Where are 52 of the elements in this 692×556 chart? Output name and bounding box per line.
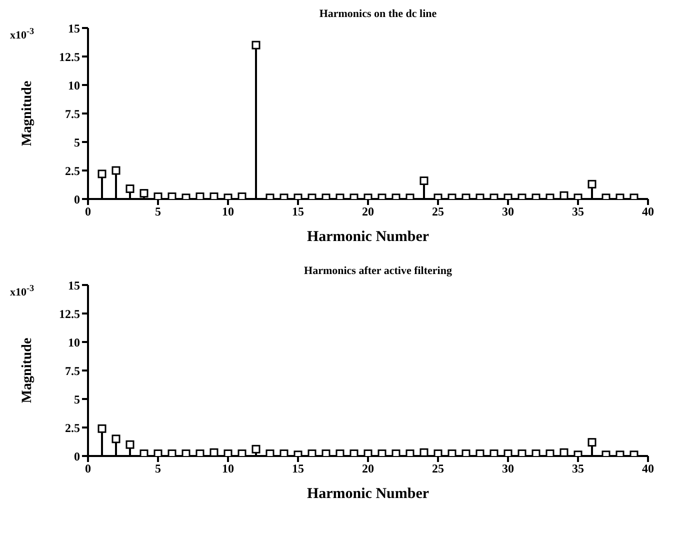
text: x10$^{-3}$: [10, 283, 34, 299]
x-tick-label: 30: [502, 462, 514, 476]
y-tick-label: 10: [68, 78, 80, 92]
x-tick-label: 5: [155, 204, 161, 219]
y-tick-label: 10: [68, 335, 80, 350]
point: [98, 170, 106, 178]
point: [238, 192, 246, 199]
x-tick-label: 35: [572, 204, 584, 219]
chart-title: Harmonics on the dc line: [318, 8, 438, 20]
point: [168, 192, 176, 199]
x-tick-label: 0: [85, 204, 91, 219]
y-tick-label: 15: [68, 278, 80, 292]
point: [210, 192, 218, 199]
y-tick-label: 7.5: [65, 106, 80, 121]
y-axis-title: Magnitude: [20, 338, 35, 404]
x-axis-title: Harmonic Number: [306, 486, 430, 502]
x-tick-label: 20: [362, 204, 374, 219]
point: [420, 176, 428, 186]
y-tick-label: 0: [74, 192, 80, 206]
y-tick-label: 2.5: [65, 420, 80, 435]
x-axis-title: Harmonic Number: [306, 229, 430, 245]
y-tick-label: 12.5: [59, 50, 80, 64]
x-tick-label: 40: [642, 204, 654, 219]
x-tick-label: 35: [572, 462, 584, 476]
x-tick-label: 30: [502, 204, 514, 219]
x-tick-label: 0: [85, 462, 91, 476]
x-tick-label: 10: [222, 462, 234, 476]
x-tick-label: 15: [292, 204, 304, 219]
x-tick-label: 25: [432, 204, 444, 219]
y-tick-label: 15: [68, 21, 80, 36]
y-tick-label: 7.5: [65, 364, 80, 378]
point: [196, 192, 204, 199]
x-tick-label: 5: [155, 462, 161, 476]
x-tick-label: 40: [642, 462, 654, 476]
point: [112, 166, 120, 175]
y-tick-label: 2.5: [65, 164, 80, 178]
y-axis-title: Magnitude: [20, 80, 35, 146]
point: [126, 184, 134, 193]
point: [588, 180, 596, 188]
y-tick-label: 5: [74, 392, 80, 406]
x-tick-label: 25: [432, 462, 444, 476]
x-tick-label: 10: [222, 204, 234, 219]
x-tick-label: 15: [292, 462, 304, 476]
x-tick-label: 20: [362, 462, 374, 476]
chart-title: Harmonics after active filtering: [303, 265, 453, 277]
text: x10$^{-3}$: [10, 26, 34, 42]
point: [560, 191, 568, 199]
y-tick-label: 0: [74, 449, 80, 464]
y-tick-label: 5: [74, 135, 80, 150]
point: [154, 192, 162, 199]
point: [252, 40, 260, 50]
y-tick-label: 12.5: [59, 306, 80, 321]
